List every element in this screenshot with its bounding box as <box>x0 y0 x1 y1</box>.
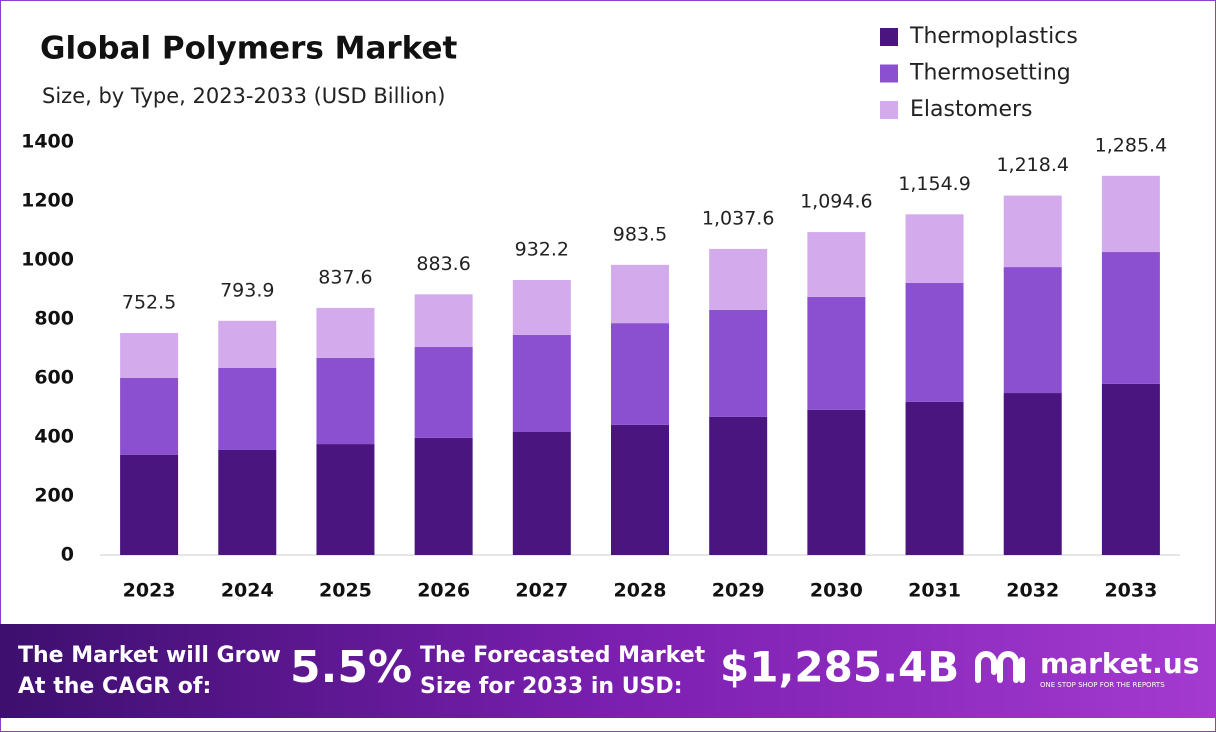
bar-segment <box>218 320 277 368</box>
brand-tagline: ONE STOP SHOP FOR THE REPORTS <box>1040 681 1165 689</box>
x-tick-label: 2027 <box>515 580 568 602</box>
bar-segment <box>1101 383 1160 555</box>
bar-segment <box>1003 393 1062 555</box>
x-tick-label: 2025 <box>319 580 372 602</box>
total-label: 1,154.9 <box>898 173 971 195</box>
y-tick-label: 800 <box>34 308 74 330</box>
footer-forecast: $1,285.4B <box>720 643 959 692</box>
total-label: 1,094.6 <box>800 191 873 213</box>
x-tick-label: 2032 <box>1006 580 1059 602</box>
bar-segment <box>709 309 768 417</box>
footer-text: The Forecasted Market <box>420 643 706 668</box>
bar-segment <box>611 424 669 555</box>
bar-segment <box>316 444 375 555</box>
total-label: 932.2 <box>515 239 569 261</box>
footer-text: Size for 2033 in USD: <box>420 674 683 699</box>
y-tick-label: 1400 <box>21 131 74 153</box>
bar-segment <box>1003 267 1062 394</box>
legend-label: Elastomers <box>910 97 1033 122</box>
bar-segment <box>316 307 375 358</box>
bar-segment <box>905 214 964 284</box>
legend-swatch <box>880 28 898 46</box>
chart-title: Global Polymers Market <box>40 31 457 67</box>
bar-segment <box>1003 195 1062 268</box>
x-tick-label: 2030 <box>810 580 863 602</box>
total-label: 1,218.4 <box>996 154 1069 176</box>
x-tick-label: 2031 <box>908 580 961 602</box>
total-label: 837.6 <box>318 266 372 288</box>
bar-segment <box>120 378 179 455</box>
brand: market.us <box>1040 647 1199 680</box>
total-label: 983.5 <box>613 223 667 245</box>
bar-segment <box>512 431 571 555</box>
bar-segment <box>414 347 473 438</box>
footer-cagr: 5.5% <box>290 642 412 693</box>
x-tick-label: 2026 <box>417 580 470 602</box>
brand-logo <box>975 651 1025 683</box>
bar-segment <box>611 323 669 425</box>
x-tick-label: 2024 <box>221 580 274 602</box>
footer-band <box>0 624 1216 718</box>
bar-segment <box>120 333 179 378</box>
bar-segment <box>611 264 669 324</box>
bar-segment <box>120 454 179 555</box>
legend-swatch <box>880 101 898 119</box>
total-label: 883.6 <box>416 253 470 275</box>
bar-segment <box>414 437 473 555</box>
bar-segment <box>512 334 571 432</box>
chart-subtitle: Size, by Type, 2023-2033 (USD Billion) <box>42 84 445 108</box>
bar-segment <box>709 248 768 310</box>
bar-segment <box>218 367 277 450</box>
bar-segment <box>414 294 473 348</box>
bar-segment <box>807 232 866 297</box>
y-tick-label: 200 <box>34 485 74 507</box>
bar-segment <box>807 296 866 410</box>
bar-segment <box>709 416 768 555</box>
y-tick-label: 600 <box>34 367 74 389</box>
bar-segment <box>807 409 866 555</box>
bar-segment <box>905 401 964 555</box>
total-label: 1,037.6 <box>702 207 775 229</box>
y-tick-label: 0 <box>61 544 74 566</box>
bar-segment <box>316 357 375 445</box>
x-tick-label: 2033 <box>1104 580 1157 602</box>
bar-segment <box>905 283 964 402</box>
legend-label: Thermoplastics <box>909 24 1078 49</box>
x-tick-label: 2028 <box>614 580 667 602</box>
y-tick-label: 400 <box>34 426 74 448</box>
x-tick-label: 2023 <box>123 580 176 602</box>
legend-label: Thermosetting <box>909 61 1071 86</box>
total-label: 1,285.4 <box>1095 134 1168 156</box>
legend-swatch <box>880 64 898 83</box>
bar-segment <box>218 449 277 555</box>
bar-segment <box>1101 175 1160 253</box>
y-tick-label: 1200 <box>21 190 74 212</box>
total-label: 793.9 <box>220 279 274 301</box>
x-tick-label: 2029 <box>712 580 765 602</box>
y-tick-label: 1000 <box>21 249 74 271</box>
footer-text: At the CAGR of: <box>18 674 211 699</box>
bar-segment <box>512 280 571 335</box>
bar-segment <box>1101 252 1160 384</box>
total-label: 752.5 <box>122 292 176 314</box>
footer-text: The Market will Grow <box>18 643 281 668</box>
